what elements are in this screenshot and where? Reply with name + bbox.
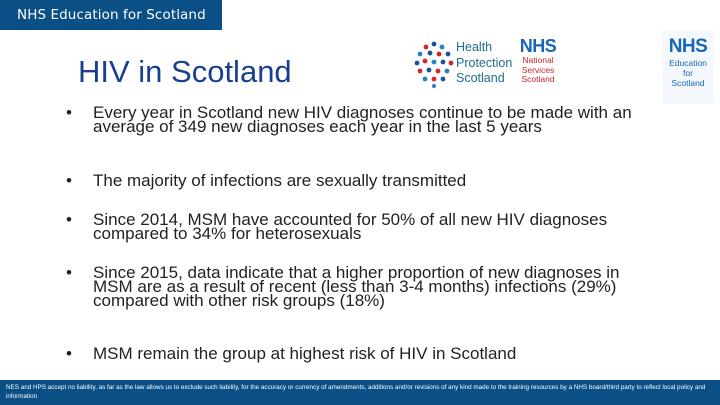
nss-nhs-wordmark: NHS xyxy=(519,36,557,56)
nss-logo-line: National xyxy=(522,55,554,65)
nes-logo-line: for xyxy=(683,68,693,78)
bullet-text: Since 2015, data indicate that a higher … xyxy=(93,263,620,310)
bullet-dot: • xyxy=(66,263,72,282)
slide-title: HIV in Scotland xyxy=(78,54,292,89)
hps-logo-line: Protection xyxy=(456,55,513,70)
bullet-dot: • xyxy=(66,103,72,122)
bullet-dot: • xyxy=(66,171,72,190)
footer-bar: NES and HPS accept no liability, as far … xyxy=(0,380,720,405)
bullet-text: The majority of infections are sexually … xyxy=(93,171,467,190)
nss-logo: NHS National Services Scotland xyxy=(514,36,562,92)
nes-logo: NHS Education for Scotland xyxy=(662,30,714,104)
hps-logo-line: Health xyxy=(456,40,493,54)
nss-logo-line: Scotland xyxy=(521,74,555,84)
hps-dots-icon xyxy=(414,41,454,88)
bullet-dot: • xyxy=(66,344,72,363)
footer-disclaimer: NES and HPS accept no liability, as far … xyxy=(6,384,706,400)
header-bar: NHS Education for Scotland xyxy=(0,0,222,30)
bullet-text: MSM remain the group at highest risk of … xyxy=(93,344,517,363)
nes-nhs-wordmark: NHS xyxy=(668,36,708,57)
nes-logo-text: Education for Scotland xyxy=(662,58,714,88)
hps-logo: Health Protection Scotland xyxy=(414,38,512,90)
bullet-dot: • xyxy=(66,210,72,229)
bullet-text: Since 2014, MSM have accounted for 50% o… xyxy=(93,210,608,243)
hps-logo-text: Health Protection Scotland xyxy=(456,40,512,87)
nes-logo-line: Education xyxy=(669,58,707,68)
nss-logo-text: National Services Scotland xyxy=(514,55,562,85)
bullet-text: Every year in Scotland new HIV diagnoses… xyxy=(93,103,632,136)
nss-logo-line: Services xyxy=(521,64,555,75)
nes-logo-line: Scotland xyxy=(671,78,705,88)
hps-logo-line: Scotland xyxy=(456,71,505,85)
org-label: NHS Education for Scotland xyxy=(17,7,206,23)
